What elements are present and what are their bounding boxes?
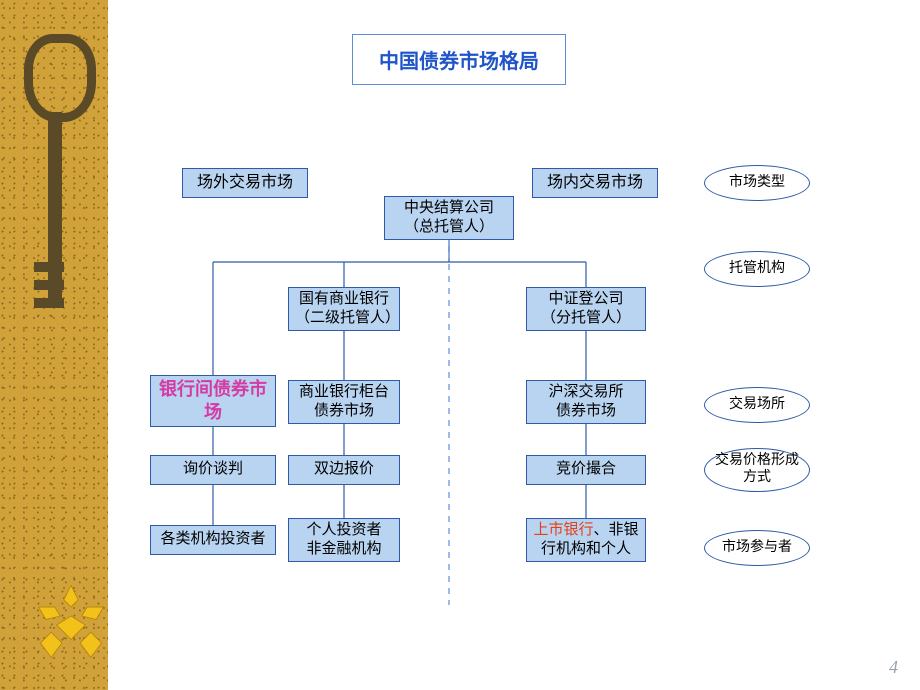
logo-icon <box>26 580 116 670</box>
connector-lines <box>122 0 920 690</box>
node-auction: 竞价撮合 <box>526 455 646 485</box>
content-area: 中国债券市场格局 场外交易市场 场内交易市场 中央结算公司 （总托管人） 国有商… <box>122 0 920 690</box>
otc-market-header: 场外交易市场 <box>182 168 308 198</box>
label-trading-venue: 交易场所 <box>704 387 810 423</box>
page-number: 4 <box>889 657 898 678</box>
node-listed-banks-etc: 上市银行、非银行机构和个人 <box>526 518 646 562</box>
node-institutional-investors: 各类机构投资者 <box>150 525 276 555</box>
node-negotiation: 询价谈判 <box>150 455 276 485</box>
node-interbank-market: 银行间债券市 场 <box>150 375 276 427</box>
node-bank-counter-market: 商业银行柜台 债券市场 <box>288 380 400 424</box>
text: 国有商业银行 （二级托管人） <box>295 290 393 329</box>
text: 中央结算公司 （总托管人） <box>404 199 494 238</box>
text: 沪深交易所 债券市场 <box>548 383 623 422</box>
text: 个人投资者 非金融机构 <box>306 521 381 560</box>
label-pricing-method: 交易价格形成方式 <box>704 448 810 492</box>
text: 银行间债券市 场 <box>159 378 267 425</box>
text: 上市银行、非银行机构和个人 <box>533 521 639 560</box>
key-illustration <box>10 34 96 334</box>
slide-title: 中国债券市场格局 <box>352 34 566 85</box>
node-state-bank: 国有商业银行 （二级托管人） <box>288 287 400 331</box>
node-csdc: 中证登公司 （分托管人） <box>526 287 646 331</box>
slide-root: 中国债券市场格局 场外交易市场 场内交易市场 中央结算公司 （总托管人） 国有商… <box>0 0 920 690</box>
text: 商业银行柜台 债券市场 <box>299 383 389 422</box>
label-market-type: 市场类型 <box>704 165 810 201</box>
label-custodian: 托管机构 <box>704 251 810 287</box>
node-individual-investors: 个人投资者 非金融机构 <box>288 518 400 562</box>
exchange-market-header: 场内交易市场 <box>532 168 658 198</box>
text: 中证登公司 （分托管人） <box>541 290 631 329</box>
node-central-clearing: 中央结算公司 （总托管人） <box>384 196 514 240</box>
node-quotation: 双边报价 <box>288 455 400 485</box>
label-participants: 市场参与者 <box>704 530 810 566</box>
node-exchange-market: 沪深交易所 债券市场 <box>526 380 646 424</box>
